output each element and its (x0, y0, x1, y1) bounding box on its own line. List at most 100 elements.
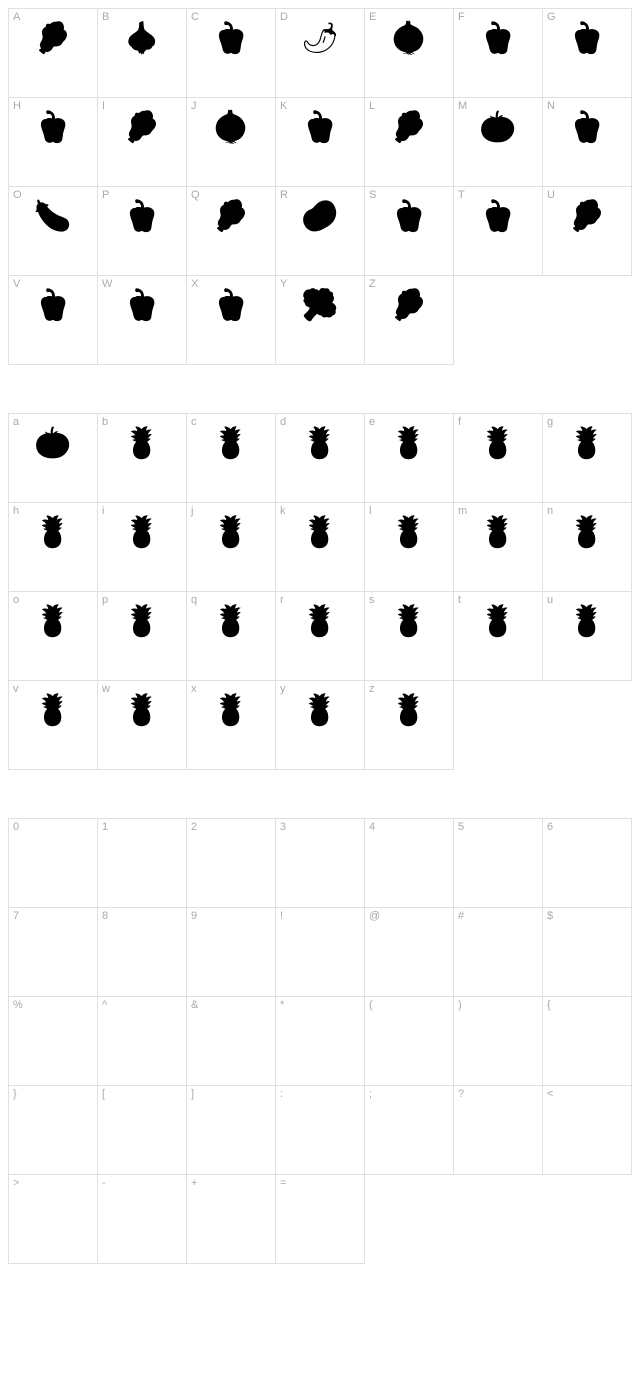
character-cell: z🍍 (365, 681, 454, 770)
character-cell: t🍍 (454, 592, 543, 681)
character-cell: 8 (98, 908, 187, 997)
character-cell: : (276, 1086, 365, 1175)
character-label: ; (369, 1088, 372, 1100)
character-cell: h🍍 (9, 503, 98, 592)
character-cell: [ (98, 1086, 187, 1175)
lettuce-icon: 🥬 (365, 108, 453, 158)
character-cell: m🍍 (454, 503, 543, 592)
character-label: 4 (369, 821, 375, 833)
character-cell: o🍍 (9, 592, 98, 681)
pineapple-icon: 🍍 (187, 602, 275, 652)
character-label: { (547, 999, 551, 1011)
chart-section-symbols: 0123456789!@#$%^&*(){}[]:;?<>-+= (8, 818, 632, 1264)
pineapple-icon: 🍍 (98, 424, 186, 474)
font-character-map: A🥬B🧄C🫑D🌶E🧅F🫑G🫑H🫑I🥬J🧅K🫑L🥬M🍅N🫑O🍆P🫑Q🥬R🥔S🫑T🫑… (8, 8, 632, 1264)
character-label: ) (458, 999, 462, 1011)
pineapple-icon: 🍍 (187, 513, 275, 563)
character-label: = (280, 1177, 286, 1189)
pepper-icon: 🫑 (9, 108, 97, 158)
pineapple-icon: 🍍 (187, 691, 275, 741)
character-label: [ (102, 1088, 105, 1100)
character-cell: 2 (187, 819, 276, 908)
pineapple-icon: 🍍 (276, 513, 364, 563)
character-label: ( (369, 999, 373, 1011)
character-cell: f🍍 (454, 414, 543, 503)
character-cell: j🍍 (187, 503, 276, 592)
chart-section-uppercase: A🥬B🧄C🫑D🌶E🧅F🫑G🫑H🫑I🥬J🧅K🫑L🥬M🍅N🫑O🍆P🫑Q🥬R🥔S🫑T🫑… (8, 8, 632, 365)
pepper-icon: 🫑 (98, 286, 186, 336)
character-cell: l🍍 (365, 503, 454, 592)
character-cell: < (543, 1086, 632, 1175)
character-cell: e🍍 (365, 414, 454, 503)
pepper-icon: 🫑 (9, 286, 97, 336)
broccoli-icon: 🥦 (276, 286, 364, 336)
character-cell: B🧄 (98, 9, 187, 98)
pineapple-icon: 🍍 (9, 602, 97, 652)
character-cell: w🍍 (98, 681, 187, 770)
tomato-icon: 🍅 (9, 424, 97, 474)
character-cell: { (543, 997, 632, 1086)
character-label: 8 (102, 910, 108, 922)
pineapple-icon: 🍍 (454, 513, 542, 563)
character-cell: 5 (454, 819, 543, 908)
character-cell: + (187, 1175, 276, 1264)
garlic-icon: 🧄 (98, 19, 186, 69)
character-label: @ (369, 910, 380, 922)
character-cell: 3 (276, 819, 365, 908)
character-cell: L🥬 (365, 98, 454, 187)
character-cell: & (187, 997, 276, 1086)
character-label: % (13, 999, 23, 1011)
pineapple-icon: 🍍 (276, 602, 364, 652)
character-label: 2 (191, 821, 197, 833)
tomato-icon: 🍅 (454, 108, 542, 158)
character-cell: U🥬 (543, 187, 632, 276)
character-cell: A🥬 (9, 9, 98, 98)
chili-icon: 🌶 (276, 19, 364, 69)
cabbage-icon: 🥬 (187, 197, 275, 247)
character-grid: A🥬B🧄C🫑D🌶E🧅F🫑G🫑H🫑I🥬J🧅K🫑L🥬M🍅N🫑O🍆P🫑Q🥬R🥔S🫑T🫑… (8, 8, 632, 365)
character-cell: P🫑 (98, 187, 187, 276)
character-cell: ) (454, 997, 543, 1086)
pepper-icon: 🫑 (543, 19, 631, 69)
potato-icon: 🥔 (276, 197, 364, 247)
character-cell: - (98, 1175, 187, 1264)
character-cell: T🫑 (454, 187, 543, 276)
character-label: } (13, 1088, 17, 1100)
pepper-icon: 🫑 (454, 197, 542, 247)
character-cell: % (9, 997, 98, 1086)
pepper-icon: 🫑 (365, 197, 453, 247)
character-label: 1 (102, 821, 108, 833)
character-cell: W🫑 (98, 276, 187, 365)
character-cell: O🍆 (9, 187, 98, 276)
character-cell: M🍅 (454, 98, 543, 187)
character-label: * (280, 999, 284, 1011)
character-cell: b🍍 (98, 414, 187, 503)
character-cell: 1 (98, 819, 187, 908)
character-grid: a🍅b🍍c🍍d🍍e🍍f🍍g🍍h🍍i🍍j🍍k🍍l🍍m🍍n🍍o🍍p🍍q🍍r🍍s🍍t🍍… (8, 413, 632, 770)
pineapple-icon: 🍍 (543, 513, 631, 563)
pepper-icon: 🫑 (187, 286, 275, 336)
character-label: 0 (13, 821, 19, 833)
character-label: # (458, 910, 464, 922)
character-cell: V🫑 (9, 276, 98, 365)
character-cell: Y🥦 (276, 276, 365, 365)
pineapple-icon: 🍍 (98, 691, 186, 741)
character-label: 7 (13, 910, 19, 922)
chart-section-lowercase: a🍅b🍍c🍍d🍍e🍍f🍍g🍍h🍍i🍍j🍍k🍍l🍍m🍍n🍍o🍍p🍍q🍍r🍍s🍍t🍍… (8, 413, 632, 770)
character-cell: J🧅 (187, 98, 276, 187)
pepper-icon: 🫑 (187, 19, 275, 69)
character-label: ! (280, 910, 283, 922)
character-label: ? (458, 1088, 464, 1100)
character-cell: a🍅 (9, 414, 98, 503)
pepper-icon: 🫑 (454, 19, 542, 69)
character-label: - (102, 1177, 106, 1189)
character-cell: ^ (98, 997, 187, 1086)
character-label: > (13, 1177, 19, 1189)
pineapple-icon: 🍍 (98, 602, 186, 652)
onion-icon: 🧅 (365, 19, 453, 69)
character-cell: ? (454, 1086, 543, 1175)
pineapple-icon: 🍍 (454, 602, 542, 652)
character-label: 6 (547, 821, 553, 833)
character-cell: 9 (187, 908, 276, 997)
character-cell: K🫑 (276, 98, 365, 187)
